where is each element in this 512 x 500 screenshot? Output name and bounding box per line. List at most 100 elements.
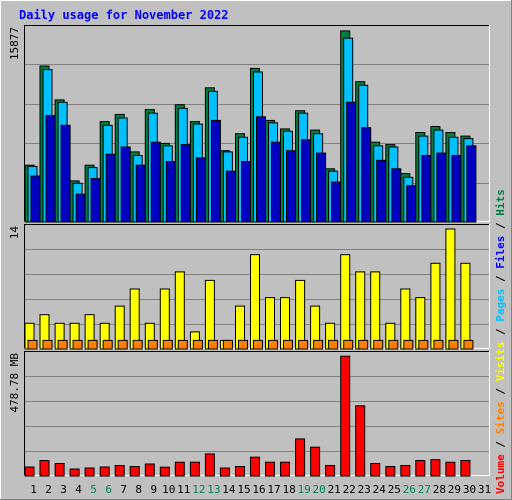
day-label-27: 27: [418, 483, 431, 496]
day-label-9: 9: [150, 483, 157, 496]
bar-volume-day-4: [69, 468, 80, 477]
bar-pages-day-22: [346, 101, 357, 223]
day-label-29: 29: [448, 483, 461, 496]
day-label-26: 26: [403, 483, 416, 496]
bar-visits-day-13: [204, 279, 215, 350]
bar-pages-day-18: [286, 150, 296, 223]
bar-pages-day-26: [406, 185, 417, 223]
bar-sites-day-5: [87, 339, 98, 350]
bar-sites-day-14: [222, 339, 233, 350]
day-labels: 1 2 3 4 5 6 7 8 9 10 11 12 13 14 15 16 17 18 19 20 21 22 23 24 2…: [30, 483, 491, 496]
chart-panels: 15877 14 478.78 MB: [8, 25, 490, 477]
bar-sites-day-10: [162, 339, 173, 350]
bar-volume-day-3: [54, 463, 65, 477]
bar-pages-day-24: [376, 159, 387, 223]
bar-volume-day-12: [189, 461, 200, 477]
bar-pages-day-2: [45, 115, 56, 223]
bar-volume-day-18: [280, 461, 290, 477]
bar-sites-day-4: [72, 339, 83, 350]
bar-volume-day-29: [445, 461, 456, 477]
legend-separator: /: [494, 434, 507, 454]
bar-pages-day-28: [436, 152, 447, 223]
bar-volume-day-6: [99, 466, 110, 477]
bar-sites-day-19: [298, 339, 309, 350]
y-axis-max-label: 14: [8, 226, 21, 240]
day-label-24: 24: [373, 483, 387, 496]
bar-visits-day-28: [430, 262, 441, 350]
day-label-16: 16: [252, 483, 265, 496]
day-label-2: 2: [45, 483, 52, 496]
bar-visits-day-11: [174, 271, 185, 350]
day-label-6: 6: [105, 483, 112, 496]
legend-item-pages: Pages: [494, 289, 507, 322]
bar-sites-day-9: [147, 339, 158, 350]
panel-volume: 478.78 MB: [8, 351, 490, 477]
panel-visits_sites: 14: [8, 224, 490, 350]
day-label-1: 1: [30, 483, 37, 496]
bar-visits-day-23: [355, 271, 366, 350]
bar-sites-day-22: [343, 339, 354, 350]
chart-title: Daily usage for November 2022: [19, 8, 229, 22]
day-label-23: 23: [358, 483, 371, 496]
bar-pages-day-27: [421, 155, 432, 223]
day-label-18: 18: [282, 483, 295, 496]
day-label-31: 31: [478, 483, 491, 496]
bar-sites-day-17: [268, 339, 278, 350]
y-axis-max-label: 15877: [8, 27, 21, 60]
bar-volume-day-1: [24, 466, 35, 477]
legend-item-hits: Hits: [494, 189, 507, 216]
bar-pages-day-1: [30, 175, 41, 223]
bar-sites-day-18: [283, 339, 293, 350]
day-label-10: 10: [162, 483, 175, 496]
day-label-15: 15: [237, 483, 250, 496]
bar-sites-day-6: [102, 339, 113, 350]
bar-pages-day-29: [451, 155, 462, 223]
panel-background: [24, 351, 490, 476]
legend-separator: /: [494, 381, 507, 401]
bar-sites-day-29: [448, 339, 459, 350]
day-label-14: 14: [222, 483, 236, 496]
bar-volume-day-27: [415, 460, 426, 477]
bar-sites-day-12: [192, 339, 203, 350]
bar-volume-day-16: [250, 456, 260, 477]
day-label-19: 19: [297, 483, 310, 496]
bar-sites-day-11: [177, 339, 188, 350]
bar-pages-day-11: [180, 144, 191, 223]
bar-pages-day-19: [301, 139, 312, 223]
legend-item-visits: Visits: [494, 342, 507, 382]
bar-visits-day-29: [445, 228, 456, 350]
bar-visits-day-30: [460, 262, 471, 350]
day-label-5: 5: [90, 483, 97, 496]
bar-visits-day-22: [340, 254, 351, 350]
bar-sites-day-24: [373, 339, 384, 350]
day-label-21: 21: [328, 483, 341, 496]
legend-item-sites: Sites: [494, 401, 507, 434]
bar-sites-day-7: [117, 339, 128, 350]
bar-sites-day-23: [358, 339, 369, 350]
day-label-12: 12: [192, 483, 205, 496]
day-label-25: 25: [388, 483, 401, 496]
legend: Volume / Sites / Visits / Pages / Files …: [494, 189, 507, 494]
bar-volume-day-5: [84, 467, 95, 477]
bar-pages-day-25: [391, 168, 402, 223]
bar-volume-day-13: [204, 453, 215, 477]
bar-volume-day-2: [39, 460, 50, 477]
bar-volume-day-9: [144, 463, 155, 477]
bar-sites-day-1: [27, 339, 38, 350]
bar-pages-day-5: [90, 178, 101, 223]
bar-pages-day-16: [256, 116, 266, 223]
legend-item-files: Files: [494, 236, 507, 269]
bar-sites-day-27: [418, 339, 429, 350]
bar-volume-day-17: [265, 461, 275, 477]
bar-sites-day-20: [313, 339, 324, 350]
bar-pages-day-15: [241, 161, 251, 223]
bar-volume-day-8: [129, 466, 140, 477]
bar-visits-day-19: [295, 279, 306, 350]
bar-pages-day-17: [271, 141, 281, 223]
legend-separator: /: [494, 269, 507, 289]
bar-volume-day-26: [400, 465, 411, 477]
bar-pages-day-14: [225, 170, 236, 223]
legend-separator: /: [494, 322, 507, 342]
